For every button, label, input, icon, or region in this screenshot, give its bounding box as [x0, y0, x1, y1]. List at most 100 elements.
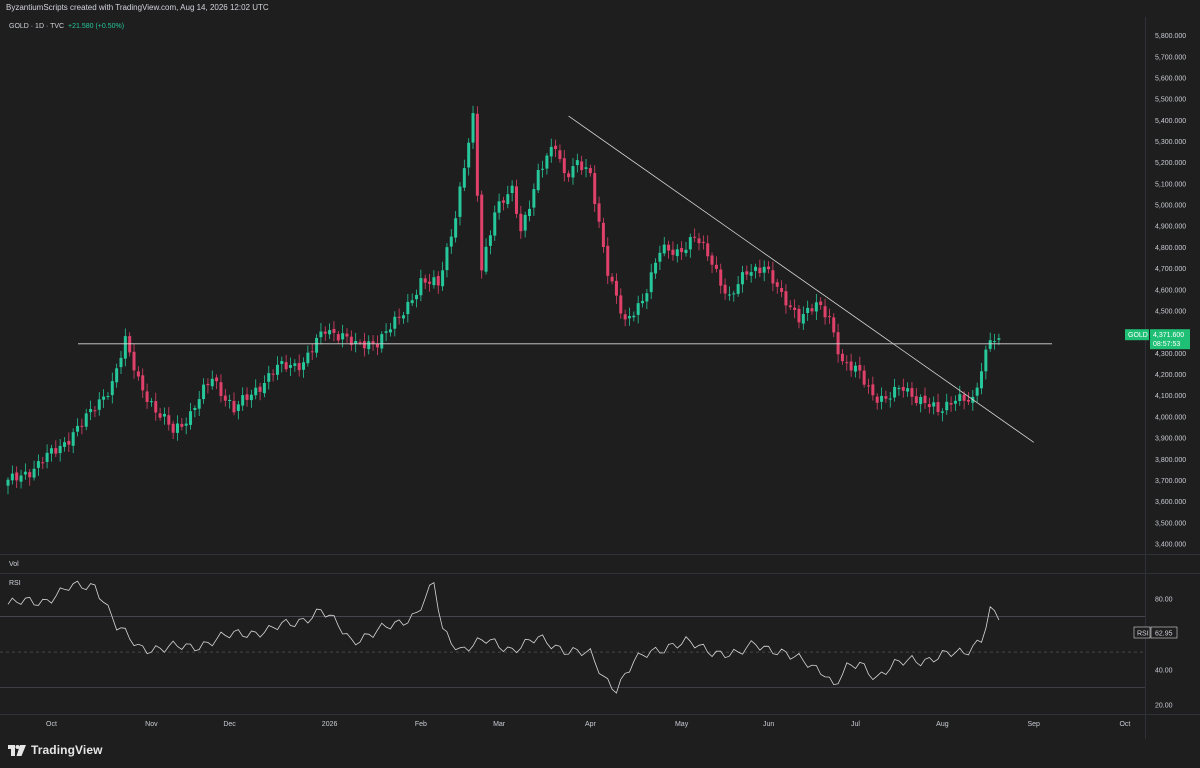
candle-body [401, 315, 405, 319]
candle-body [384, 331, 388, 333]
price-tick-label: 4,300.000 [1155, 351, 1186, 358]
price-tick-label: 5,800.000 [1155, 33, 1186, 40]
candle-body [980, 371, 983, 389]
candle-body [58, 445, 62, 454]
candle-body [380, 334, 384, 349]
candle-body [154, 401, 158, 413]
candle-body [162, 413, 166, 417]
rsi-tag-label: RSI [1137, 631, 1149, 638]
candle-body [310, 351, 314, 353]
rsi-line [7, 580, 1000, 694]
time-tick-label: Mar [493, 721, 506, 728]
candle-body [514, 186, 518, 214]
candle-body [341, 333, 345, 340]
candle-body [693, 236, 697, 238]
candle-body [306, 352, 310, 364]
candle-body [210, 378, 214, 387]
candle-body [845, 362, 849, 364]
candle-body [462, 168, 466, 188]
candle-body [949, 403, 953, 405]
candle-body [723, 284, 727, 294]
candle-body [419, 278, 423, 296]
candle-body [80, 425, 84, 427]
candle-body [193, 408, 197, 410]
candle-body [654, 262, 658, 274]
candle-body [749, 272, 753, 276]
candle-body [367, 341, 371, 350]
candle-body [932, 402, 936, 407]
candle-body [284, 362, 288, 370]
volume-label: Vol [9, 561, 19, 568]
candle-body [671, 249, 675, 255]
candle-body [593, 173, 597, 204]
candle-body [940, 411, 944, 413]
candle-body [667, 244, 671, 251]
rsi-axis: 80.00 40.00 20.00 [1155, 597, 1173, 710]
candle-body [597, 203, 601, 222]
candle-body [241, 395, 245, 406]
candle-body [623, 314, 627, 320]
candle-body [23, 471, 27, 475]
candle-body [740, 272, 744, 285]
price-tick-label: 4,500.000 [1155, 309, 1186, 316]
time-tick-label: Aug [936, 721, 949, 728]
candle-body [410, 300, 414, 304]
candle-body [336, 334, 340, 341]
candle-body [319, 331, 323, 338]
candle-body [588, 168, 592, 174]
candle-body [910, 388, 914, 397]
price-axis: 5,800.000 5,700.000 5,600.000 5,500.000 5,40… [1155, 33, 1186, 548]
candle-body [71, 432, 75, 446]
candle-body [397, 316, 401, 318]
candle-body [558, 150, 562, 160]
candle-body [632, 315, 636, 318]
candle-body [614, 280, 618, 296]
candle-body [519, 213, 523, 232]
price-tick-label: 4,800.000 [1155, 245, 1186, 252]
candle-body [506, 194, 510, 205]
candle-body [923, 395, 927, 403]
candle-body [497, 201, 501, 213]
candle-body [771, 270, 775, 284]
chart-credit: ByzantiumScripts created with TradingVie… [6, 3, 269, 12]
candle-body [858, 365, 862, 371]
tradingview-icon [8, 744, 26, 756]
candle-body [449, 236, 453, 247]
candle-body [436, 276, 440, 286]
candle-body [554, 145, 558, 150]
candle-body [975, 387, 979, 396]
candle-body [936, 402, 940, 412]
candle-body [584, 167, 588, 169]
candle-body [302, 362, 306, 370]
time-axis: Oct Nov Dec 2026 Feb Mar Apr May Jun Jul Aug Sep Oct [46, 721, 1130, 728]
candle-body [362, 341, 366, 349]
candle-body [688, 237, 692, 250]
candle-body [501, 200, 505, 203]
candle-body [458, 186, 462, 217]
price-tick-label: 5,000.000 [1155, 203, 1186, 210]
candle-body [202, 384, 206, 400]
candle-body [780, 288, 784, 292]
price-tick-label: 5,500.000 [1155, 97, 1186, 104]
candle-body [953, 400, 957, 404]
candle-body [888, 398, 892, 400]
candle-body [836, 332, 840, 355]
brand-name: TradingView [31, 743, 103, 757]
rsi-tick-label: 40.00 [1155, 667, 1173, 674]
price-tick-label: 5,400.000 [1155, 118, 1186, 125]
candle-body [93, 410, 97, 412]
candle-body [701, 241, 705, 243]
candle-body [823, 306, 827, 318]
candle-body [649, 272, 653, 293]
candle-body [658, 252, 662, 262]
candle-body [123, 336, 127, 359]
candle-body [914, 396, 918, 403]
candle-body [271, 373, 275, 375]
chart-area[interactable]: GOLD · 1D · TVC +21.580 (+0.50%) 5,800.0… [0, 17, 1200, 739]
candle-body [375, 343, 379, 348]
candle-body [245, 394, 249, 400]
candle-body [793, 307, 797, 310]
candle-body [36, 461, 40, 468]
candle-body [406, 301, 410, 315]
candle-body [432, 277, 436, 286]
